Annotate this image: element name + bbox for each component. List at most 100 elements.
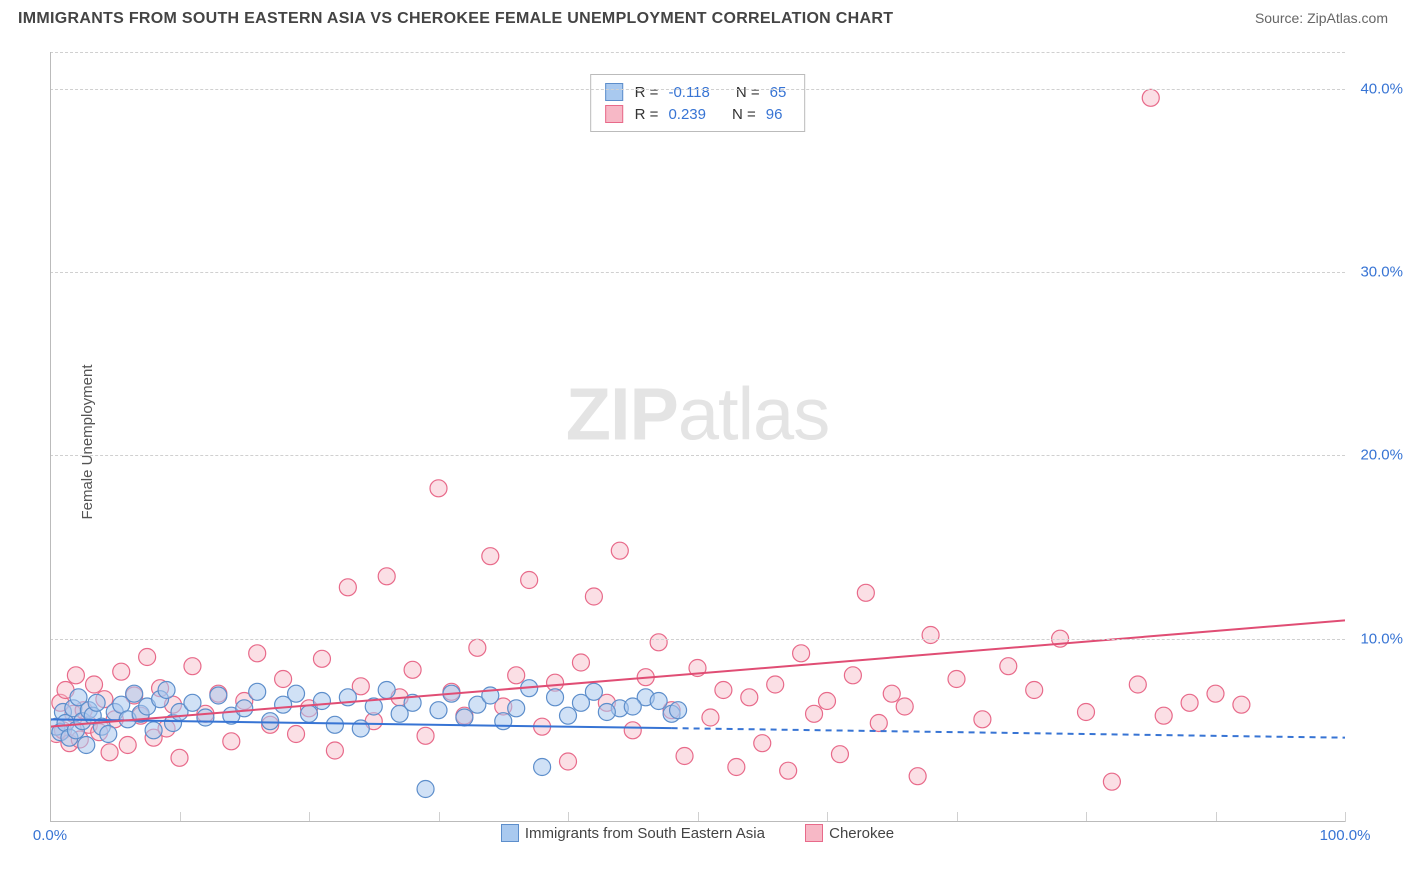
chart-source: Source: ZipAtlas.com: [1255, 10, 1388, 26]
data-point: [430, 702, 447, 719]
series-b-name: Cherokee: [829, 825, 894, 842]
data-point: [508, 700, 525, 717]
data-point: [870, 715, 887, 732]
data-point: [883, 685, 900, 702]
data-point: [572, 654, 589, 671]
data-point: [1181, 694, 1198, 711]
x-axis-line: [50, 821, 1345, 822]
swatch-a-icon: [501, 824, 519, 842]
r-label-b: R =: [635, 106, 659, 123]
data-point: [702, 709, 719, 726]
gridline-h: [50, 272, 1345, 273]
n-value-b: 96: [766, 106, 783, 123]
y-tick-label: 40.0%: [1351, 80, 1403, 97]
data-point: [1129, 676, 1146, 693]
data-point: [585, 588, 602, 605]
r-value-a: -0.118: [668, 84, 709, 101]
data-point: [611, 542, 628, 559]
data-point: [139, 649, 156, 666]
gridline-h: [50, 639, 1345, 640]
data-point: [262, 713, 279, 730]
data-point: [728, 759, 745, 776]
data-point: [100, 726, 117, 743]
chart-container: Female Unemployment ZIPatlas R = -0.118 …: [0, 32, 1406, 852]
data-point: [288, 685, 305, 702]
data-point: [1078, 704, 1095, 721]
data-point: [819, 693, 836, 710]
data-point: [249, 683, 266, 700]
data-point: [598, 704, 615, 721]
data-point: [417, 727, 434, 744]
chart-title: IMMIGRANTS FROM SOUTH EASTERN ASIA VS CH…: [18, 10, 893, 28]
data-point: [101, 744, 118, 761]
n-label-b: N =: [732, 106, 756, 123]
data-point: [495, 713, 512, 730]
data-point: [86, 676, 103, 693]
data-point: [521, 572, 538, 589]
data-point: [78, 737, 95, 754]
gridline-h: [50, 52, 1345, 53]
data-point: [547, 689, 564, 706]
data-point: [741, 689, 758, 706]
data-point: [857, 584, 874, 601]
gridline-h: [50, 89, 1345, 90]
data-point: [650, 693, 667, 710]
data-point: [624, 698, 641, 715]
data-point: [896, 698, 913, 715]
data-point: [339, 579, 356, 596]
data-point: [326, 716, 343, 733]
data-point: [197, 709, 214, 726]
gridline-h: [50, 455, 1345, 456]
legend-stats: R = -0.118 N = 65 R = 0.239 N = 96: [590, 74, 806, 132]
data-point: [922, 627, 939, 644]
scatter-svg: [50, 52, 1345, 822]
data-point: [275, 671, 292, 688]
data-point: [404, 661, 421, 678]
data-point: [948, 671, 965, 688]
x-tick: [1345, 812, 1346, 822]
data-point: [806, 705, 823, 722]
n-label-a: N =: [736, 84, 760, 101]
data-point: [676, 748, 693, 765]
y-axis-line: [50, 52, 51, 822]
data-point: [780, 762, 797, 779]
data-point: [456, 709, 473, 726]
data-point: [508, 667, 525, 684]
data-point: [469, 639, 486, 656]
data-point: [145, 722, 162, 739]
data-point: [831, 746, 848, 763]
data-point: [184, 694, 201, 711]
data-point: [534, 759, 551, 776]
x-tick-label: 100.0%: [1320, 827, 1371, 844]
swatch-b-icon: [805, 824, 823, 842]
data-point: [249, 645, 266, 662]
data-point: [301, 705, 318, 722]
data-point: [378, 682, 395, 699]
trend-line: [50, 620, 1345, 726]
plot-area: ZIPatlas R = -0.118 N = 65 R = 0.239 N =…: [50, 52, 1345, 822]
data-point: [1026, 682, 1043, 699]
y-tick-label: 10.0%: [1351, 630, 1403, 647]
data-point: [184, 658, 201, 675]
data-point: [754, 735, 771, 752]
legend-series: Immigrants from South Eastern Asia Chero…: [50, 824, 1345, 846]
data-point: [650, 634, 667, 651]
legend-item-b: Cherokee: [805, 824, 894, 842]
data-point: [767, 676, 784, 693]
r-label-a: R =: [635, 84, 659, 101]
legend-item-a: Immigrants from South Eastern Asia: [501, 824, 765, 842]
swatch-series-b: [605, 105, 623, 123]
data-point: [378, 568, 395, 585]
data-point: [171, 749, 188, 766]
x-tick-label: 0.0%: [33, 827, 67, 844]
data-point: [909, 768, 926, 785]
data-point: [560, 753, 577, 770]
data-point: [560, 707, 577, 724]
data-point: [417, 781, 434, 798]
data-point: [1103, 773, 1120, 790]
data-point: [119, 737, 136, 754]
data-point: [223, 733, 240, 750]
legend-row-b: R = 0.239 N = 96: [605, 103, 791, 125]
data-point: [482, 548, 499, 565]
data-point: [313, 693, 330, 710]
